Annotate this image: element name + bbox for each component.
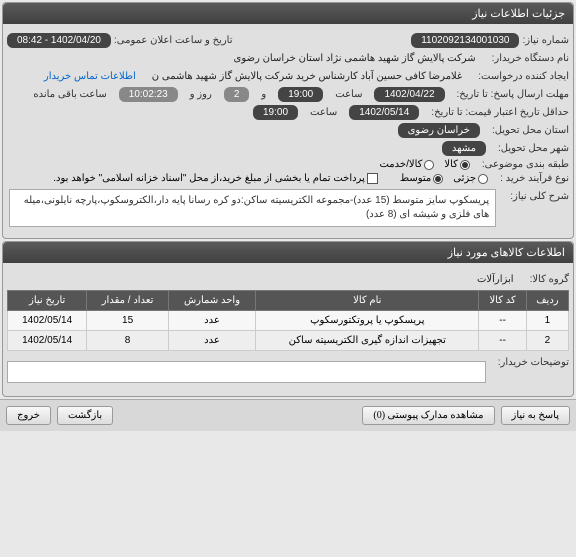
checkbox-icon bbox=[367, 173, 378, 184]
group-label: گروه کالا: bbox=[530, 274, 569, 285]
classification-opt1-label: کالا/خدمت bbox=[379, 159, 422, 170]
row-group: گروه کالا: ابزارآلات bbox=[7, 272, 569, 287]
reply-button[interactable]: پاسخ به نیاز bbox=[501, 406, 571, 425]
purchase-radios: جزئی متوسط bbox=[400, 173, 488, 184]
contact-link[interactable]: اطلاعات تماس خریدار bbox=[44, 71, 136, 82]
col-5: تاریخ نیاز bbox=[8, 291, 87, 311]
deadline-timeleft-label: ساعت باقی مانده bbox=[33, 89, 106, 100]
announce-value: 1402/04/20 - 08:42 bbox=[7, 33, 111, 48]
purchase-opt0-label: جزئی bbox=[453, 173, 476, 184]
table-cell: 8 bbox=[87, 331, 169, 351]
validity-date: 1402/05/14 bbox=[349, 105, 419, 120]
deadline-and: و bbox=[261, 89, 266, 100]
panel-body: شماره نیاز: 1102092134001030 تاریخ و ساع… bbox=[3, 24, 573, 238]
row-description: شرح کلی نیاز: پریسکوپ سایز متوسط (15 عدد… bbox=[7, 187, 569, 229]
footer-bar: پاسخ به نیاز مشاهده مدارک پیوستی (0) باز… bbox=[0, 399, 576, 431]
col-3: واحد شمارش bbox=[168, 291, 255, 311]
purchase-opt1-label: متوسط bbox=[400, 173, 431, 184]
announce-label: تاریخ و ساعت اعلان عمومی: bbox=[114, 35, 233, 46]
col-4: تعداد / مقدار bbox=[87, 291, 169, 311]
table-cell: 1402/05/14 bbox=[8, 331, 87, 351]
goods-title: اطلاعات کالاهای مورد نیاز bbox=[3, 242, 573, 263]
deadline-hour: 19:00 bbox=[278, 87, 323, 102]
table-cell: عدد bbox=[168, 331, 255, 351]
goods-body: گروه کالا: ابزارآلات ردیف کد کالا نام کا… bbox=[3, 263, 573, 396]
table-cell: تجهیزات اندازه گیری الکتریسیته ساکن bbox=[256, 331, 479, 351]
row-deadline: مهلت ارسال پاسخ: تا تاریخ: 1402/04/22 سا… bbox=[7, 87, 569, 102]
description-label: شرح کلی نیاز: bbox=[510, 187, 569, 202]
purchase-checkbox-label: پرداخت تمام یا بخشی از مبلغ خرید،از محل … bbox=[53, 173, 365, 184]
classification-opt0-label: کالا bbox=[444, 159, 458, 170]
buyer-notes-input[interactable] bbox=[7, 361, 486, 383]
table-row[interactable]: 1--پریسکوپ یا پروتکتورسکوپعدد151402/05/1… bbox=[8, 311, 569, 331]
validity-label: حداقل تاریخ اعتبار قیمت: تا تاریخ: bbox=[431, 107, 569, 118]
table-cell: -- bbox=[479, 311, 526, 331]
row-classification: طبقه بندی موضوعی: کالا کالا/خدمت bbox=[7, 159, 569, 170]
radio-icon bbox=[460, 160, 470, 170]
buyer-label: نام دستگاه خریدار: bbox=[492, 53, 569, 64]
table-cell: -- bbox=[479, 331, 526, 351]
deadline-hour-label: ساعت bbox=[335, 89, 362, 100]
deadline-date: 1402/04/22 bbox=[374, 87, 444, 102]
row-purchase-process: نوع فرآیند خرید : جزئی متوسط پرداخت تمام… bbox=[7, 173, 569, 184]
table-cell: پریسکوپ یا پروتکتورسکوپ bbox=[256, 311, 479, 331]
row-buyer: نام دستگاه خریدار: شرکت پالایش گاز شهید … bbox=[7, 51, 569, 66]
table-cell: 2 bbox=[526, 331, 568, 351]
panel-title: جزئیات اطلاعات نیاز bbox=[3, 3, 573, 24]
province-value: خراسان رضوی bbox=[398, 123, 480, 138]
classification-option-0[interactable]: کالا bbox=[444, 159, 470, 170]
row-buyer-notes: توضیحات خریدار: bbox=[7, 357, 569, 387]
purchase-option-1[interactable]: متوسط bbox=[400, 173, 443, 184]
col-2: نام کالا bbox=[256, 291, 479, 311]
table-row[interactable]: 2--تجهیزات اندازه گیری الکتریسیته ساکنعد… bbox=[8, 331, 569, 351]
main-panel: جزئیات اطلاعات نیاز شماره نیاز: 11020921… bbox=[2, 2, 574, 239]
radio-icon bbox=[424, 160, 434, 170]
table-cell: 15 bbox=[87, 311, 169, 331]
back-button[interactable]: بازگشت bbox=[57, 406, 113, 425]
row-requester: ایجاد کننده درخواست: غلامرضا کافی حسین آ… bbox=[7, 69, 569, 84]
province-label: استان محل تحویل: bbox=[492, 125, 569, 136]
table-cell: 1402/05/14 bbox=[8, 311, 87, 331]
requester-label: ایجاد کننده درخواست: bbox=[478, 71, 569, 82]
exit-button[interactable]: خروج bbox=[6, 406, 51, 425]
row-province: استان محل تحویل: خراسان رضوی bbox=[7, 123, 569, 138]
table-cell: 1 bbox=[526, 311, 568, 331]
goods-panel: اطلاعات کالاهای مورد نیاز گروه کالا: ابز… bbox=[2, 241, 574, 397]
validity-hour: 19:00 bbox=[253, 105, 298, 120]
radio-icon bbox=[478, 174, 488, 184]
classification-radios: کالا کالا/خدمت bbox=[379, 159, 469, 170]
deadline-timeleft: 10:02:23 bbox=[119, 87, 178, 102]
city-value: مشهد bbox=[442, 141, 486, 156]
group-value: ابزارآلات bbox=[473, 272, 518, 287]
need-number-label: شماره نیاز: bbox=[522, 35, 569, 46]
row-need-number: شماره نیاز: 1102092134001030 تاریخ و ساع… bbox=[7, 33, 569, 48]
goods-table: ردیف کد کالا نام کالا واحد شمارش تعداد /… bbox=[7, 290, 569, 351]
purchase-label: نوع فرآیند خرید : bbox=[500, 173, 569, 184]
buyer-value: شرکت پالایش گاز شهید هاشمی نژاد استان خر… bbox=[230, 51, 480, 66]
table-cell: عدد bbox=[168, 311, 255, 331]
deadline-label: مهلت ارسال پاسخ: تا تاریخ: bbox=[457, 89, 569, 100]
need-number-value: 1102092134001030 bbox=[411, 33, 519, 48]
validity-hour-label: ساعت bbox=[310, 107, 337, 118]
classification-label: طبقه بندی موضوعی: bbox=[482, 159, 569, 170]
deadline-days: 2 bbox=[224, 87, 250, 102]
deadline-days-label: روز و bbox=[190, 89, 212, 100]
description-text: پریسکوپ سایز متوسط (15 عدد)-مجموعه الکتر… bbox=[9, 189, 496, 227]
buyer-notes-label: توضیحات خریدار: bbox=[498, 357, 569, 368]
col-1: کد کالا bbox=[479, 291, 526, 311]
table-header-row: ردیف کد کالا نام کالا واحد شمارش تعداد /… bbox=[8, 291, 569, 311]
city-label: شهر محل تحویل: bbox=[498, 143, 569, 154]
row-city: شهر محل تحویل: مشهد bbox=[7, 141, 569, 156]
radio-icon bbox=[433, 174, 443, 184]
classification-option-1[interactable]: کالا/خدمت bbox=[379, 159, 434, 170]
col-0: ردیف bbox=[526, 291, 568, 311]
row-validity: حداقل تاریخ اعتبار قیمت: تا تاریخ: 1402/… bbox=[7, 105, 569, 120]
purchase-option-0[interactable]: جزئی bbox=[453, 173, 488, 184]
requester-value: غلامرضا کافی حسین آباد کارشناس خرید شرکت… bbox=[148, 69, 467, 84]
attachments-button[interactable]: مشاهده مدارک پیوستی (0) bbox=[362, 406, 494, 425]
purchase-checkbox-item[interactable]: پرداخت تمام یا بخشی از مبلغ خرید،از محل … bbox=[53, 173, 378, 184]
